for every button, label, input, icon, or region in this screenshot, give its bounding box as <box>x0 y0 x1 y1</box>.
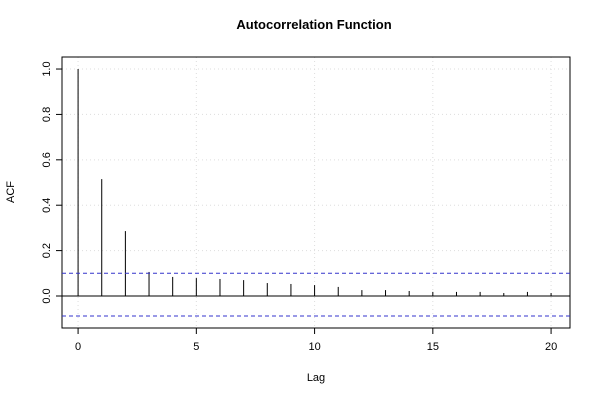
x-tick-label: 20 <box>545 341 557 353</box>
y-tick-label: 0.4 <box>41 198 53 213</box>
y-tick-label: 0.2 <box>41 243 53 258</box>
chart-title: Autocorrelation Function <box>236 17 391 32</box>
y-tick-label: 0.0 <box>41 288 53 303</box>
x-axis-label: Lag <box>307 372 325 384</box>
x-tick-label: 15 <box>427 341 439 353</box>
x-tick-label: 5 <box>193 341 199 353</box>
y-axis-label: ACF <box>5 181 17 203</box>
x-tick-label: 0 <box>75 341 81 353</box>
y-tick-label: 1.0 <box>41 61 53 76</box>
y-tick-label: 0.6 <box>41 152 53 167</box>
plot-frame <box>61 56 571 329</box>
y-tick-label: 0.8 <box>41 107 53 122</box>
x-tick-label: 10 <box>308 341 320 353</box>
